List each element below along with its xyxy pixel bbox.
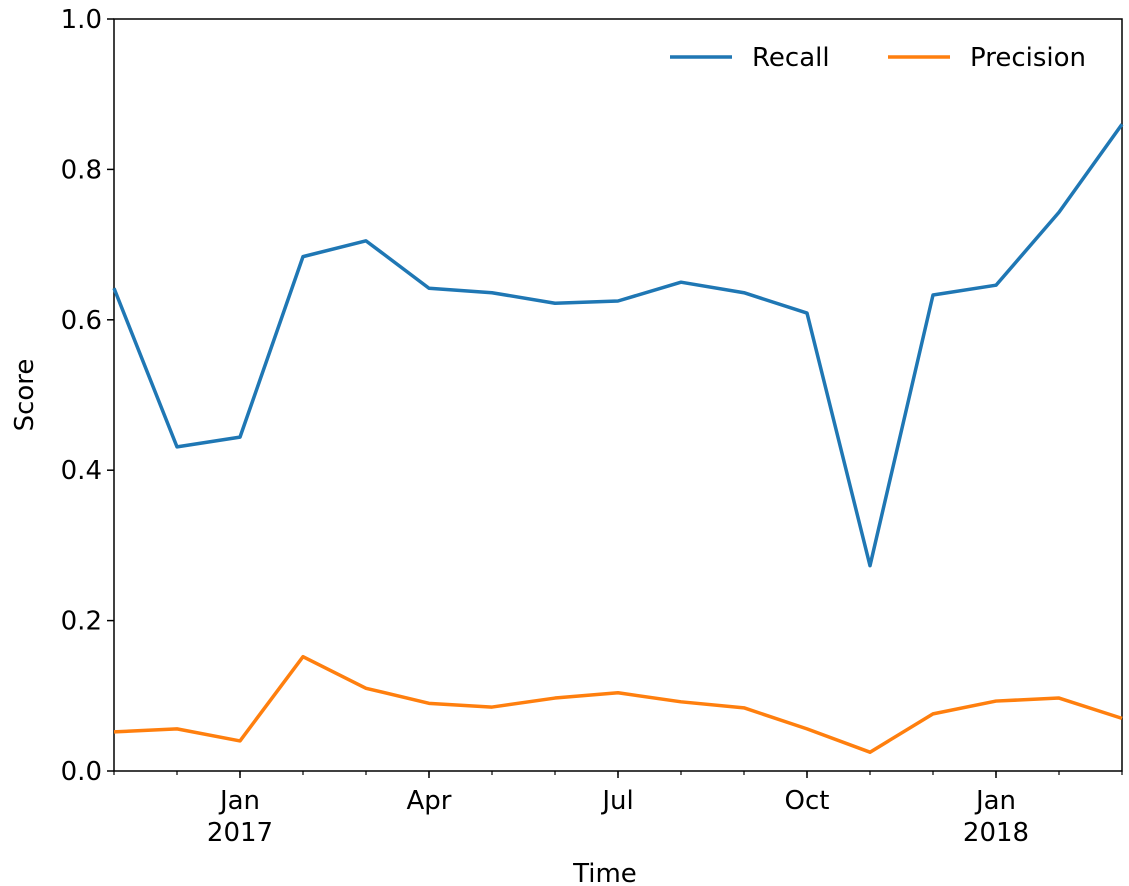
x-axis-label: Time [572, 859, 637, 886]
x-tick-label: Jul [600, 786, 633, 816]
legend-label: Recall [752, 43, 830, 73]
plot-frame [113, 18, 1123, 772]
y-tick-label: 0.2 [61, 607, 102, 637]
y-axis-label: Score [10, 359, 40, 432]
x-tick-label: Jan 2017 [207, 786, 273, 848]
y-tick-label: 0.4 [61, 456, 102, 486]
y-tick-label: 0.8 [61, 155, 102, 185]
x-tick-label: Apr [407, 786, 452, 816]
series-line [112, 123, 1124, 568]
series-line [113, 654, 1123, 754]
x-tick-label: Jan 2018 [963, 786, 1029, 848]
y-tick-label: 0.6 [61, 306, 102, 336]
y-tick-label: 0.0 [61, 757, 102, 787]
legend-label: Precision [970, 43, 1086, 73]
x-tick-label: Oct [785, 786, 830, 816]
y-tick-label: 1.0 [61, 5, 102, 35]
